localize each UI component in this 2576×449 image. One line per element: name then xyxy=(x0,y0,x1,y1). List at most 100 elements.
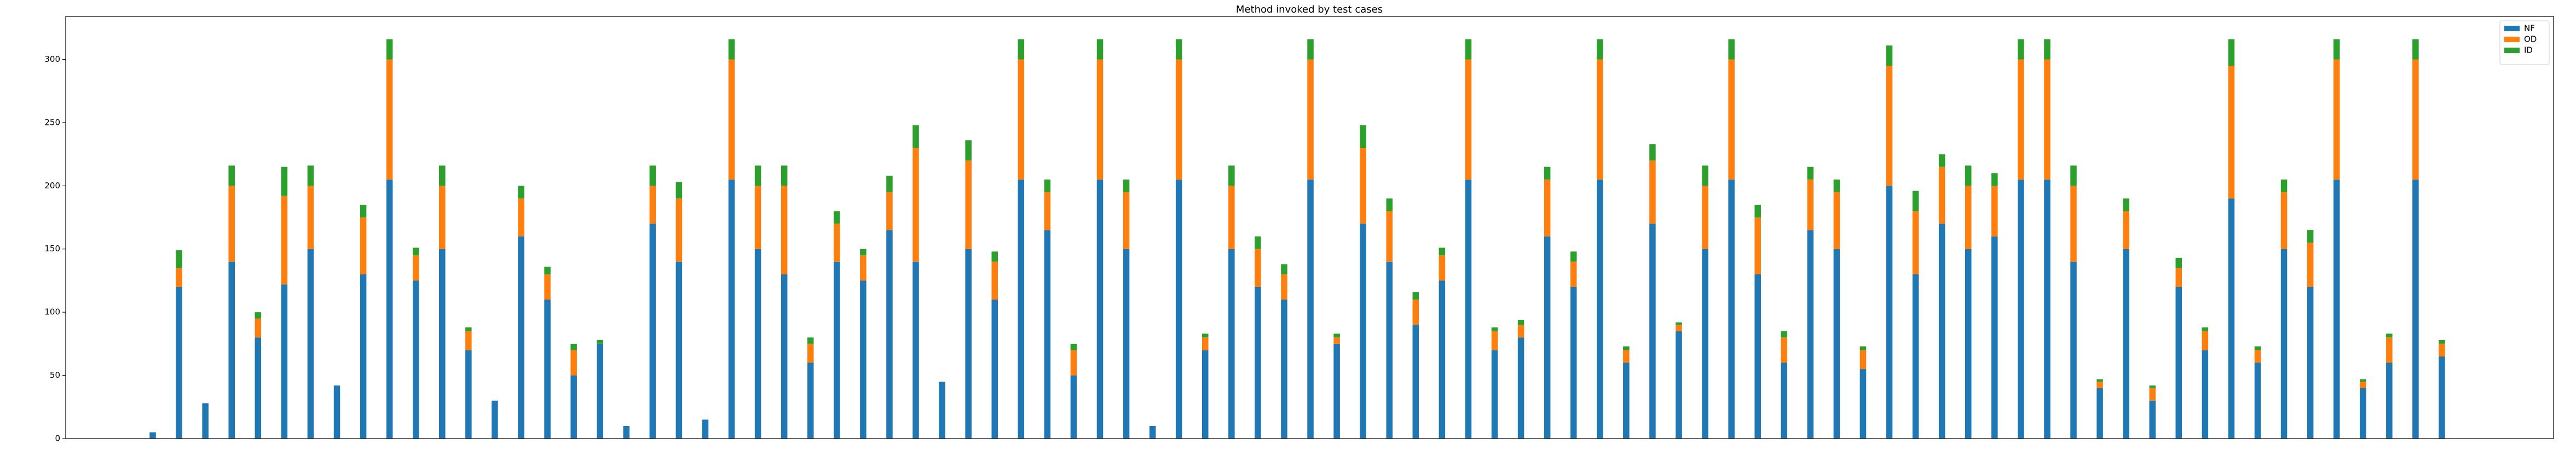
bar-segment xyxy=(2228,39,2235,66)
bar-segment xyxy=(781,274,788,439)
bar-segment xyxy=(623,425,630,439)
bar-segment xyxy=(1991,186,1998,237)
bar-segment xyxy=(1255,286,1261,439)
bar-segment xyxy=(675,182,683,199)
bar-segment xyxy=(1965,249,1972,439)
bar-segment xyxy=(412,255,419,281)
bar-segment xyxy=(1517,337,1524,439)
bar-segment xyxy=(1938,154,1945,167)
bar-segment xyxy=(1307,59,1314,180)
bar-segment xyxy=(2333,39,2340,60)
bar-segment xyxy=(1544,236,1551,439)
bar-segment xyxy=(2228,66,2235,199)
bar-segment xyxy=(1386,211,1393,262)
bar-segment xyxy=(2123,198,2129,211)
y-tick-label: 300 xyxy=(44,54,60,64)
legend-swatch xyxy=(2504,26,2520,31)
bar-segment xyxy=(1702,165,1708,186)
bar-segment xyxy=(1676,325,1682,331)
bar-segment xyxy=(1517,325,1524,338)
bar-segment xyxy=(1465,179,1472,439)
bar-segment xyxy=(886,192,893,231)
bar-segment xyxy=(1202,333,1209,338)
bar-segment xyxy=(991,251,998,262)
bar-segment xyxy=(2228,198,2235,439)
bar-segment xyxy=(2149,388,2156,401)
bar-segment xyxy=(2202,327,2209,331)
bar-segment xyxy=(544,300,551,439)
bar-segment xyxy=(2359,388,2366,439)
bar-segment xyxy=(492,400,498,439)
bar-segment xyxy=(1833,249,1840,439)
bar-segment xyxy=(2149,400,2156,439)
bar-segment xyxy=(1386,261,1393,439)
bar-segment xyxy=(386,39,393,60)
bar-segment xyxy=(1439,247,1446,256)
bar-segment xyxy=(1491,327,1498,331)
bar-segment xyxy=(570,350,577,376)
bar-segment xyxy=(255,312,262,319)
bar-segment xyxy=(2412,39,2419,60)
bar-segment xyxy=(1754,274,1761,439)
bar-segment xyxy=(2123,249,2129,439)
plot-frame xyxy=(65,16,2554,439)
bar-segment xyxy=(675,261,683,439)
bar-segment xyxy=(965,140,972,161)
bar-segment xyxy=(2202,331,2209,350)
bar-segment xyxy=(518,236,524,439)
bar-segment xyxy=(1991,173,1998,186)
bar-segment xyxy=(728,179,735,439)
bar-segment xyxy=(754,186,761,249)
bar-segment xyxy=(781,186,788,274)
bar-segment xyxy=(1412,300,1419,325)
bar-segment xyxy=(2044,39,2051,60)
bar-segment xyxy=(1728,39,1735,60)
bar-segment xyxy=(518,198,524,237)
bar-segment xyxy=(912,125,919,148)
bar-segment xyxy=(1096,39,1104,60)
y-tick-label: 50 xyxy=(50,370,60,380)
bar-segment xyxy=(1228,165,1235,186)
bar-segment xyxy=(2333,179,2340,439)
bar-segment xyxy=(1491,350,1498,439)
bar-segment xyxy=(1149,425,1156,439)
legend-swatch xyxy=(2504,37,2520,42)
bar-segment xyxy=(176,286,182,439)
bar-segment xyxy=(1623,362,1630,439)
bar-segment xyxy=(2070,186,2077,262)
bar-segment xyxy=(2175,286,2182,439)
bar-segment xyxy=(649,223,656,439)
bar-segment xyxy=(1965,165,1972,186)
bar-segment xyxy=(1360,148,1366,224)
bar-segment xyxy=(1360,125,1366,148)
bar-segment xyxy=(202,403,209,439)
bar-segment xyxy=(1886,66,1893,186)
bar-segment xyxy=(860,280,867,439)
bar-segment xyxy=(1175,59,1182,180)
bar-segment xyxy=(1859,346,1867,350)
bar-segment xyxy=(886,230,893,439)
bar-segment xyxy=(307,249,314,439)
legend-label: OD xyxy=(2524,34,2537,44)
bar-segment xyxy=(1754,217,1761,274)
bar-segment xyxy=(1544,166,1551,180)
bar-segment xyxy=(2202,350,2209,439)
bar-segment xyxy=(781,165,788,186)
bar-segment xyxy=(991,300,998,439)
bar-segment xyxy=(1859,369,1867,439)
bar-segment xyxy=(255,318,262,338)
bar-segment xyxy=(2412,179,2419,439)
bar-segment xyxy=(807,337,814,344)
bar-segment xyxy=(1491,331,1498,350)
bar-segment xyxy=(2175,268,2182,287)
bar-segment xyxy=(912,148,919,262)
bar-segment xyxy=(2018,59,2024,180)
bar-segment xyxy=(1676,322,1682,325)
bar-segment xyxy=(1123,179,1130,192)
bar-segment xyxy=(1202,350,1209,439)
bar-segment xyxy=(176,268,182,287)
y-tick-label: 100 xyxy=(44,307,60,317)
bar-segment xyxy=(2386,333,2393,338)
y-tick-label: 200 xyxy=(44,181,60,191)
